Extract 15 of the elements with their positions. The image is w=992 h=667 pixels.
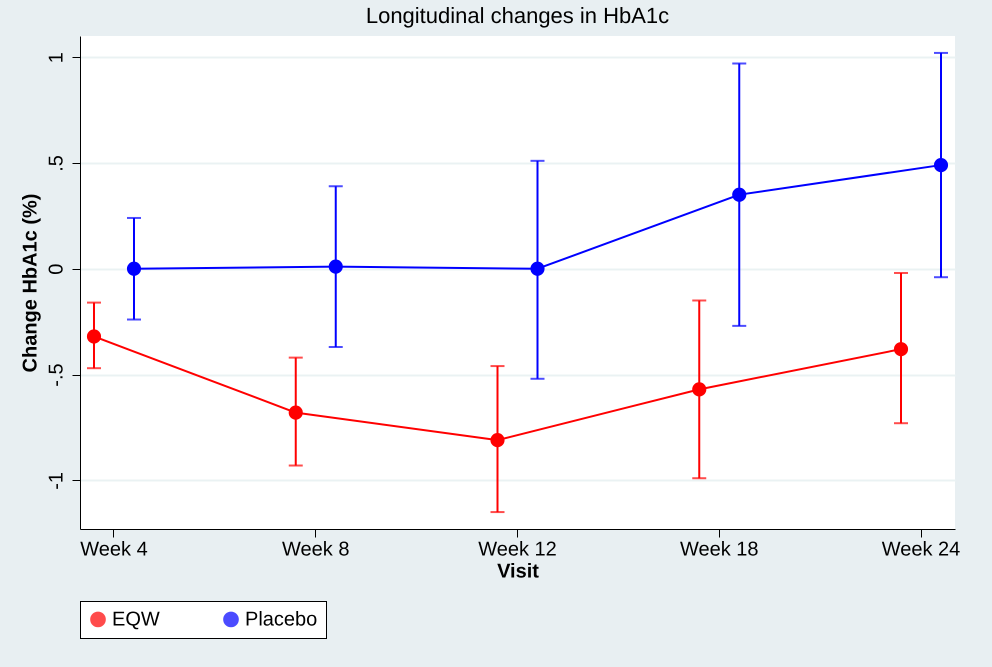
y-tick-label: -1 xyxy=(46,472,68,490)
y-tick-label: .5 xyxy=(46,155,68,172)
x-tick-label: Week 8 xyxy=(282,538,350,560)
x-tick-label: Week 18 xyxy=(680,538,759,560)
legend-label: EQW xyxy=(112,608,160,630)
y-tick-label: 0 xyxy=(46,264,68,275)
y-axis-title: Change HbA1c (%) xyxy=(20,194,42,372)
x-axis-title: Visit xyxy=(497,560,540,582)
x-tick-label: Week 24 xyxy=(882,538,960,560)
x-tick-label: Week 12 xyxy=(478,538,557,560)
legend-label: Placebo xyxy=(245,608,318,630)
y-tick-label: -.5 xyxy=(46,363,68,387)
chart-title: Longitudinal changes in HbA1c xyxy=(366,3,670,28)
y-tick-label: 1 xyxy=(46,52,68,64)
x-tick-label: Week 4 xyxy=(80,538,148,560)
